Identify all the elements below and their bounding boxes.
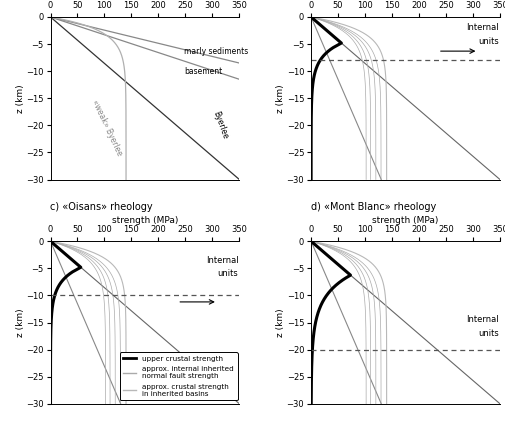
Text: Internal: Internal — [466, 315, 499, 324]
Text: «weak» Byerlee: «weak» Byerlee — [90, 99, 124, 158]
Y-axis label: z (km): z (km) — [16, 308, 25, 337]
Y-axis label: z (km): z (km) — [276, 308, 285, 337]
Text: basement: basement — [184, 66, 223, 76]
Y-axis label: z (km): z (km) — [276, 84, 285, 113]
Text: units: units — [218, 269, 238, 278]
Text: marly sediments: marly sediments — [184, 47, 248, 56]
Text: c) «Oisans» rheology: c) «Oisans» rheology — [50, 202, 153, 212]
X-axis label: strength (MPa): strength (MPa) — [372, 215, 439, 224]
X-axis label: strength (MPa): strength (MPa) — [112, 215, 178, 224]
Text: units: units — [478, 37, 499, 46]
Text: units: units — [478, 329, 499, 338]
Text: Internal: Internal — [206, 256, 238, 265]
Text: d) «Mont Blanc» rheology: d) «Mont Blanc» rheology — [311, 202, 436, 212]
Y-axis label: z (km): z (km) — [16, 84, 25, 113]
Text: Byerlee: Byerlee — [211, 110, 230, 141]
Text: Internal: Internal — [466, 23, 499, 32]
Legend: upper crustal strength, approx. internal inherited
normal fault strength, approx: upper crustal strength, approx. internal… — [120, 352, 238, 400]
